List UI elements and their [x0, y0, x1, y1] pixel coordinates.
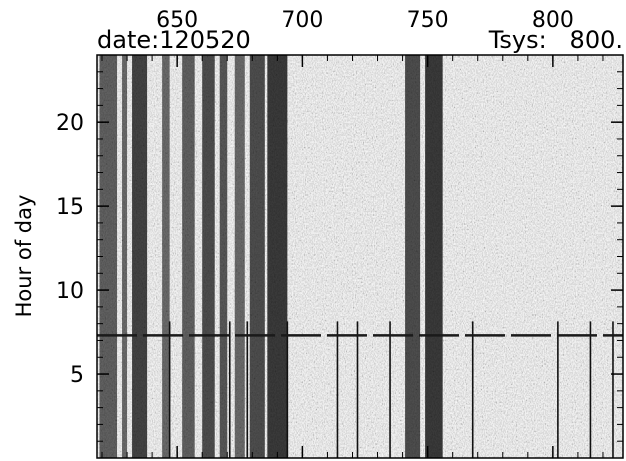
heatmap-noise — [97, 55, 623, 458]
x-tick-label: 800 — [532, 8, 574, 33]
y-tick-label: 15 — [56, 195, 84, 220]
date-label: date:120520 — [97, 26, 251, 54]
ticks-layer: 650 700 750 800 5 10 15 20 — [56, 8, 623, 458]
dark-band-0 — [99, 55, 118, 458]
y-axis-title: Hour of day — [12, 195, 36, 318]
x-tick-label: 750 — [407, 8, 449, 33]
y-tick-label: 5 — [70, 363, 84, 388]
dark-band-7 — [234, 55, 245, 458]
x-tick-label: 700 — [281, 8, 323, 33]
dark-band-1 — [122, 55, 128, 458]
dark-band-10 — [405, 55, 421, 458]
dark-bands-layer — [99, 55, 443, 458]
dark-band-6 — [219, 55, 228, 458]
dark-band-9 — [267, 55, 288, 458]
dark-band-5 — [202, 55, 215, 458]
y-tick-label: 10 — [56, 279, 84, 304]
vertical-lines-layer — [168, 321, 614, 458]
y-tick-label: 20 — [56, 111, 84, 136]
dark-band-8 — [249, 55, 265, 458]
dark-band-11 — [425, 55, 443, 458]
heatmap-area — [97, 55, 623, 458]
dark-band-4 — [182, 55, 195, 458]
dark-band-3 — [162, 55, 170, 458]
x-tick-label: 650 — [156, 8, 198, 33]
tsys-label: Tsys: 800. — [488, 26, 623, 54]
dark-band-2 — [132, 55, 148, 458]
